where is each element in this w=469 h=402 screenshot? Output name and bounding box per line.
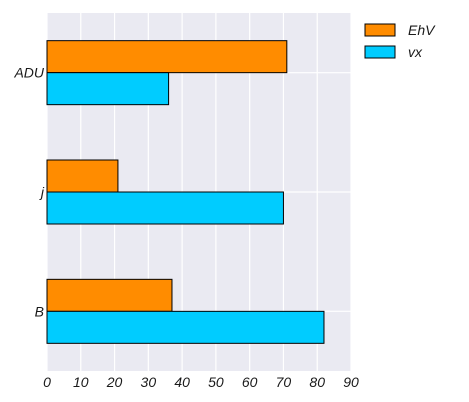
x-tick-label: 80 [309, 374, 325, 390]
category-label: B [35, 303, 44, 319]
legend: EhV vx [364, 22, 436, 60]
bar-EhV-B [46, 278, 173, 312]
x-tick-label: 0 [43, 374, 51, 390]
x-tick-label: 20 [106, 374, 123, 390]
bar-EhV-j [46, 159, 119, 193]
legend-swatch [364, 45, 396, 59]
x-tick-label: 70 [276, 374, 292, 390]
legend-label: EhV [408, 22, 436, 38]
x-tick-label: 60 [242, 374, 258, 390]
bar-vx-ADU [46, 72, 170, 106]
x-tick-label: 40 [174, 374, 190, 390]
bars [46, 40, 325, 344]
legend-swatch [364, 23, 396, 37]
x-axis-ticks: 0 10 20 30 40 50 60 70 80 90 [43, 374, 359, 390]
y-axis-labels: ADU j B [13, 65, 44, 320]
x-tick-label: 10 [73, 374, 89, 390]
bar-vx-B [46, 310, 325, 344]
x-tick-label: 50 [208, 374, 224, 390]
legend-label: vx [408, 44, 423, 60]
x-tick-label: 90 [343, 374, 359, 390]
x-tick-label: 30 [141, 374, 157, 390]
bar-vx-j [46, 191, 284, 225]
bar-EhV-ADU [46, 40, 288, 74]
category-label: j [39, 184, 45, 200]
category-label: ADU [13, 65, 44, 81]
